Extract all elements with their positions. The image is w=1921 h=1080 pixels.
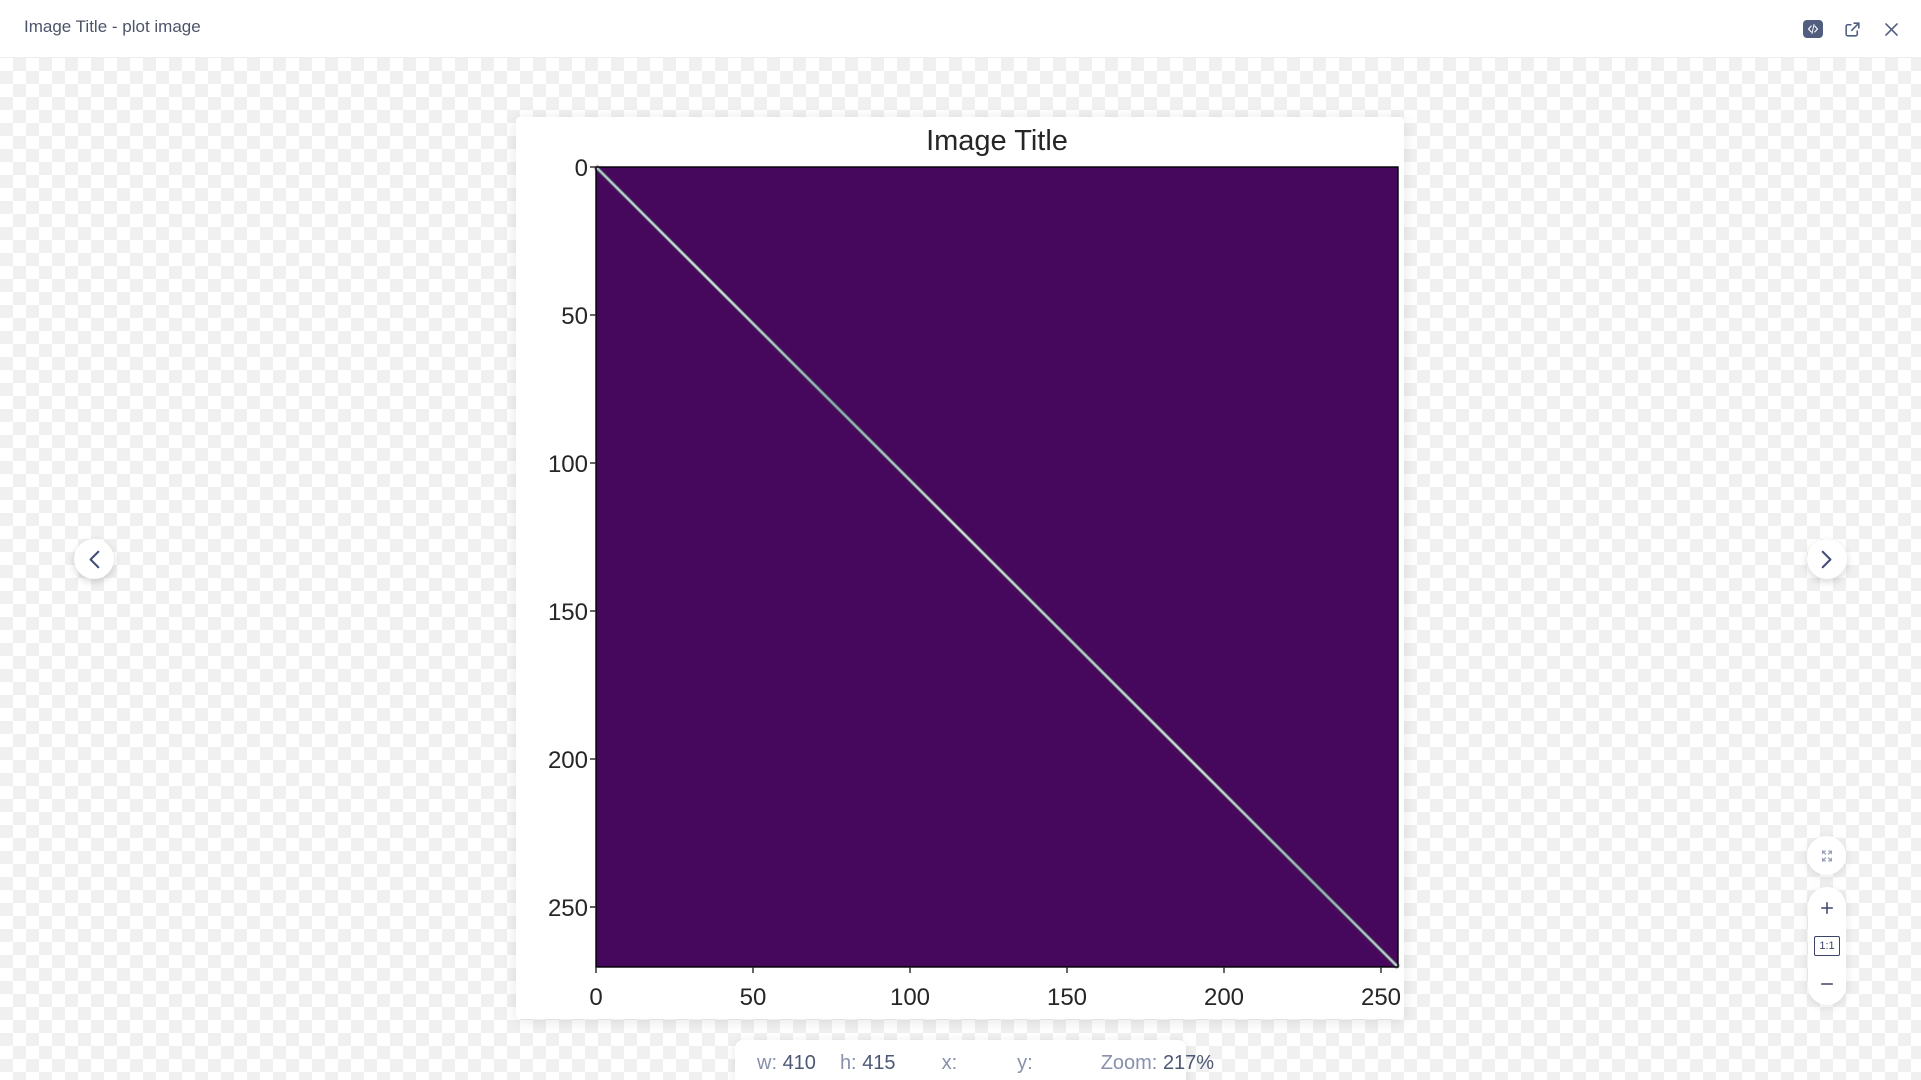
svg-text:Image Title: Image Title xyxy=(926,125,1068,157)
svg-text:100: 100 xyxy=(890,984,930,1011)
svg-text:0: 0 xyxy=(589,984,602,1011)
svg-text:250: 250 xyxy=(548,895,588,922)
svg-text:250: 250 xyxy=(1361,984,1401,1011)
svg-text:100: 100 xyxy=(548,451,588,478)
svg-text:50: 50 xyxy=(561,303,588,330)
svg-text:150: 150 xyxy=(1047,984,1087,1011)
svg-text:200: 200 xyxy=(1204,984,1244,1011)
svg-text:200: 200 xyxy=(548,747,588,774)
svg-text:50: 50 xyxy=(740,984,767,1011)
svg-text:0: 0 xyxy=(575,155,588,182)
svg-text:150: 150 xyxy=(548,599,588,626)
